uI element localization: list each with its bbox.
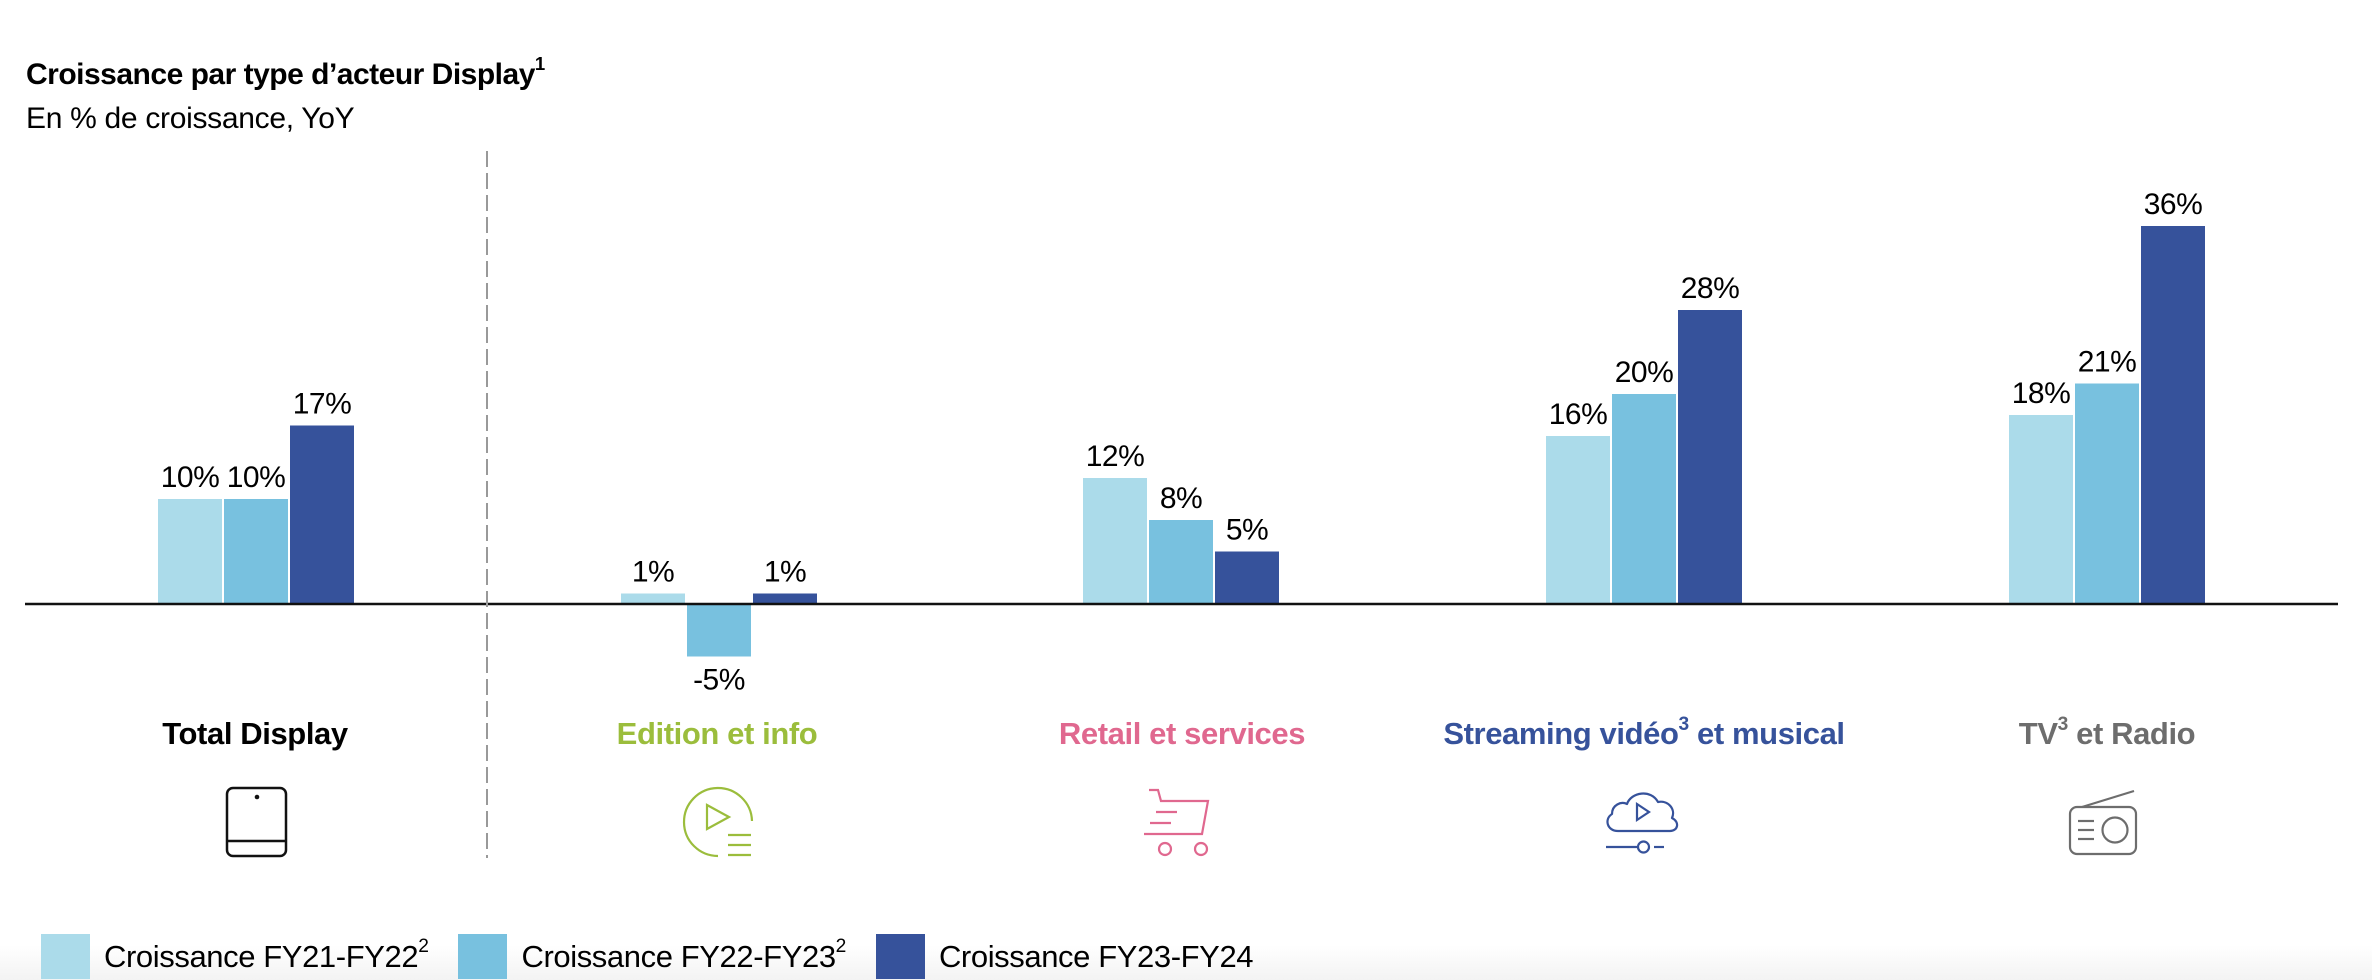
data-label-3-3: 5% (1226, 514, 1268, 547)
chart-title-footnote: 1 (534, 53, 545, 75)
bar-3-3 (1215, 551, 1279, 604)
legend-item-fy22-fy23: Croissance FY22-FY232 (458, 934, 846, 979)
cloud-play-icon (1606, 792, 1679, 854)
bar-2-3 (1149, 520, 1213, 604)
legend-label: Croissance FY23-FY24 (938, 938, 1254, 974)
bar-2-4 (1612, 394, 1676, 604)
legend-swatch-fy23-fy24 (875, 934, 925, 979)
legend-swatch-fy22-fy23 (458, 934, 508, 979)
data-label-3-2: 1% (764, 556, 806, 589)
data-labels-layer: 10% 1% 12% 16% 18% 10% -5% 8% 20% 21% 17% 1% 5% 28% 36… (161, 188, 2203, 697)
bars-layer (158, 226, 2205, 657)
data-label-3-1: 17% (293, 388, 352, 421)
bar-2-2 (687, 604, 751, 657)
bar-3-2 (753, 593, 817, 604)
data-label-2-1: 10% (227, 461, 286, 494)
data-label-1-2: 1% (632, 556, 674, 589)
category-label-tv-radio: TV3 et Radio (2018, 713, 2196, 751)
chart-title-text: Croissance par type d’acteur Display (26, 58, 535, 91)
legend-label: Croissance FY22-FY23 (521, 938, 836, 974)
data-label-2-4: 20% (1615, 356, 1674, 389)
data-label-2-2: -5% (693, 664, 745, 697)
legend-item-fy21-fy22: Croissance FY21-FY222 (41, 934, 429, 979)
bar-1-5 (2009, 415, 2073, 604)
data-label-1-5: 18% (2012, 377, 2071, 410)
data-label-1-4: 16% (1549, 398, 1608, 431)
bar-3-4 (1678, 310, 1742, 604)
legend-swatch-fy21-fy22 (41, 934, 90, 979)
data-label-2-3: 8% (1160, 482, 1202, 515)
legend-label: Croissance FY21-FY22 (104, 938, 419, 974)
legend-item-fy23-fy24: Croissance FY23-FY24 (875, 934, 1254, 979)
bar-1-2 (621, 593, 685, 604)
bar-1-3 (1083, 478, 1147, 604)
radio-icon (2068, 789, 2138, 856)
category-label-retail-services: Retail et services (1058, 716, 1306, 751)
category-label-edition-info: Edition et info (616, 716, 818, 751)
shopping-cart-icon (1144, 788, 1210, 857)
chart-subtitle: En % de croissance, YoY (26, 102, 355, 135)
chart-title: Croissance par type d’acteur Display1 (26, 54, 545, 92)
data-label-2-5: 21% (2078, 346, 2137, 379)
category-label-total-display: Total Display (162, 716, 348, 751)
bar-2-1 (224, 499, 288, 604)
legend: Croissance FY21-FY222 Croissance FY22-FY… (41, 934, 1283, 979)
play-list-icon (682, 786, 754, 858)
bar-1-1 (158, 499, 222, 604)
bar-1-4 (1546, 436, 1610, 604)
data-label-1-3: 12% (1086, 440, 1145, 473)
bar-3-5 (2141, 226, 2205, 604)
bar-2-5 (2075, 383, 2139, 604)
category-label-streaming: Streaming vidéo3 et musical (1443, 713, 1845, 751)
data-label-3-5: 36% (2144, 188, 2203, 221)
data-label-1-1: 10% (161, 461, 220, 494)
tablet-icon (225, 786, 288, 858)
bar-3-1 (290, 425, 354, 604)
data-label-3-4: 28% (1681, 272, 1740, 305)
